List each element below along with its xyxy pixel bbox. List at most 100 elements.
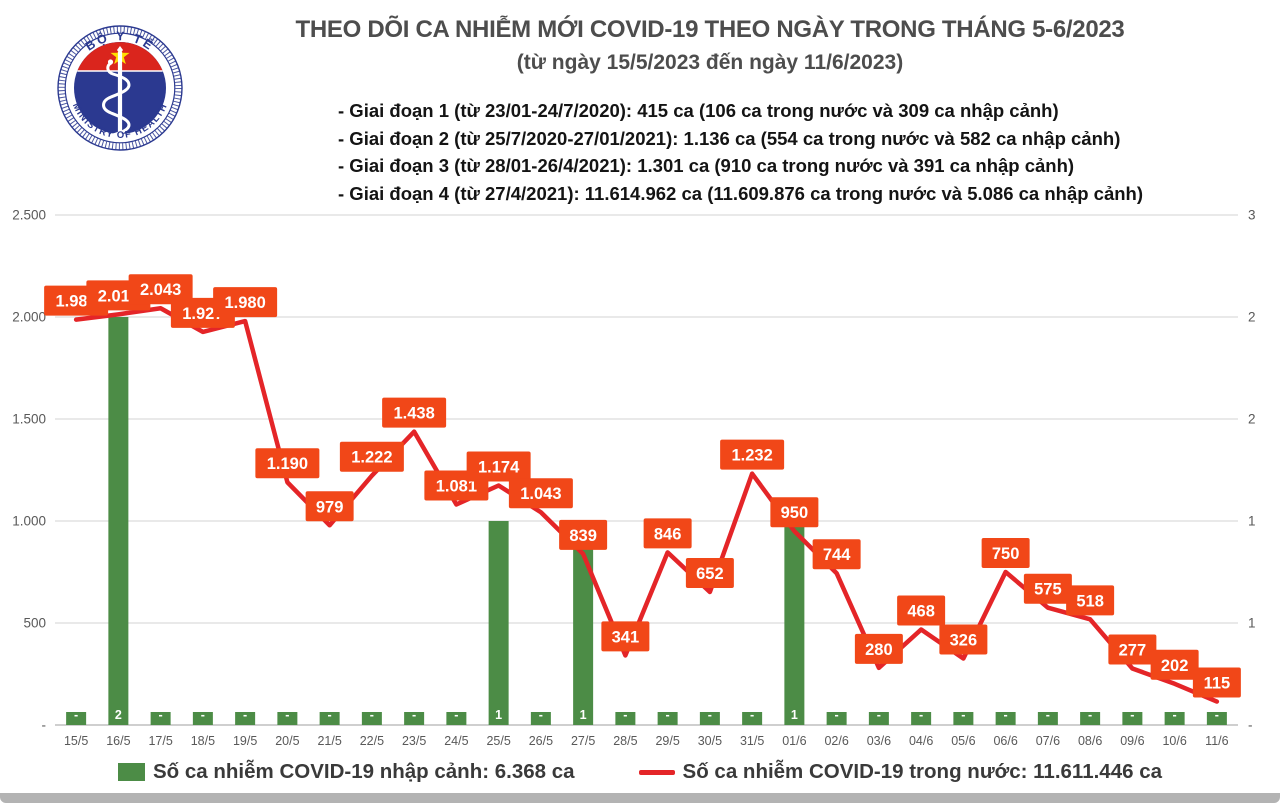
bar [1164,712,1185,725]
bar [235,712,256,725]
bar [953,712,974,725]
x-axis-tick: 18/5 [191,734,215,748]
x-axis-tick: 03/6 [867,734,891,748]
bar-label: - [1004,708,1008,722]
y-axis-tick-right: 2 [1248,412,1256,427]
phase-note-1: - Giai đoạn 1 (từ 23/01-24/7/2020): 415 … [338,100,1059,121]
data-label: 1.980 [224,294,265,312]
x-axis-tick: 07/6 [1036,734,1060,748]
x-axis-tick: 28/5 [613,734,637,748]
x-axis-tick: 15/5 [64,734,88,748]
data-label: 468 [907,603,935,621]
data-label-box [897,595,946,626]
bar-series-swatch [118,763,145,781]
x-axis-tick: 30/5 [698,734,722,748]
bar [742,712,763,725]
logo-inner-ring [64,32,176,144]
data-label: 202 [1161,657,1189,675]
data-label-box [466,451,531,482]
data-label: 341 [612,628,640,646]
bar [1037,712,1058,725]
x-axis-tick: 08/6 [1078,734,1102,748]
bar-label: 1 [495,708,502,722]
logo-svg: BỘ Y TẾ MINISTRY OF HEALTH [57,25,183,151]
data-label-box [643,518,692,549]
y-axis-tick-right: 1 [1248,616,1256,631]
bar [361,712,382,725]
data-label: 652 [696,565,724,583]
data-label: 839 [569,527,597,545]
data-label: 750 [992,545,1020,563]
bar-label: - [961,708,965,722]
x-axis-tick: 06/6 [993,734,1017,748]
bar [826,712,847,725]
bar-label: 1 [791,708,798,722]
y-axis-tick-left: - [42,718,47,733]
logo-outer-ring [57,25,183,151]
data-label: 1.190 [267,455,308,473]
bar-label: - [750,708,754,722]
bar-label: - [835,708,839,722]
data-label-box [1192,667,1241,698]
data-label: 744 [823,546,851,564]
data-label: 979 [316,498,344,516]
data-label: 575 [1034,581,1062,599]
chart-legend: Số ca nhiễm COVID-19 nhập cảnh: 6.368 ca… [0,760,1280,784]
bar [699,712,720,725]
bar-label: 2 [115,708,122,722]
data-label: 1.438 [393,405,434,423]
data-label: 846 [654,525,682,543]
bar [573,521,594,725]
bar [911,712,932,725]
y-axis-tick-left: 1.500 [12,412,46,427]
data-label-box [1150,649,1199,680]
bar-label: - [159,708,163,722]
y-axis-tick-left: 2.000 [12,310,46,325]
data-label: 1.222 [351,449,392,467]
data-label: 1.232 [731,447,772,465]
x-axis-tick: 22/5 [360,734,384,748]
bar-label: - [201,708,205,722]
data-label-box [601,621,650,652]
data-label-box [382,397,447,428]
y-axis-tick-left: 2.500 [12,208,46,223]
bottom-strip [0,793,1280,803]
data-label-box [1108,634,1157,665]
bar [1080,712,1101,725]
x-axis-tick: 26/5 [529,734,553,748]
x-axis-tick: 23/5 [402,734,426,748]
x-axis-tick: 31/5 [740,734,764,748]
bar [488,521,509,725]
data-label-box [981,538,1030,568]
bar [1206,712,1227,725]
legend-label-domestic: Số ca nhiễm COVID-19 trong nước: 11.611.… [682,760,1162,783]
y-axis-tick-right: 2 [1248,310,1256,325]
data-label-box [720,439,785,470]
x-axis-tick: 27/5 [571,734,595,748]
rod-of-asclepius-icon [102,46,131,137]
bar [446,712,467,725]
bar-label: - [370,708,374,722]
bar-label: - [1215,708,1219,722]
bar [615,712,636,725]
x-axis-tick: 21/5 [317,734,341,748]
data-label-box [770,497,819,528]
legend-item-imported: Số ca nhiễm COVID-19 nhập cảnh: 6.368 ca [118,760,575,784]
bar-label: - [1088,708,1092,722]
bar-label: - [1173,708,1177,722]
data-label-box [1066,585,1115,616]
title-block: THEO DÕI CA NHIỄM MỚI COVID-19 THEO NGÀY… [180,16,1240,75]
bar-label: - [1046,708,1050,722]
data-label: 115 [1204,675,1231,693]
logo-hatch-ring [58,26,182,150]
y-axis-tick-right: - [1248,718,1253,733]
y-axis-tick-left: 1.000 [12,514,46,529]
data-label-box [255,448,320,479]
bar-label: - [74,708,78,722]
bar-label: - [454,708,458,722]
x-axis-tick: 01/6 [782,734,806,748]
bar-label: - [1130,708,1134,722]
data-label-box [213,287,278,318]
x-axis-tick: 20/5 [275,734,299,748]
